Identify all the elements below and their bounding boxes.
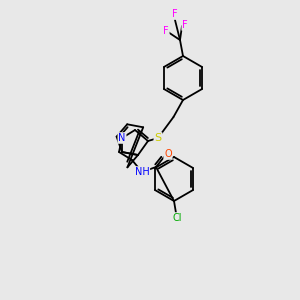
Text: N: N: [118, 133, 126, 143]
Text: S: S: [154, 133, 162, 143]
Text: F: F: [163, 26, 169, 36]
Text: NH: NH: [135, 167, 149, 177]
Text: O: O: [164, 149, 172, 159]
Text: Cl: Cl: [172, 213, 182, 223]
Text: F: F: [172, 9, 178, 19]
Text: F: F: [182, 20, 188, 30]
